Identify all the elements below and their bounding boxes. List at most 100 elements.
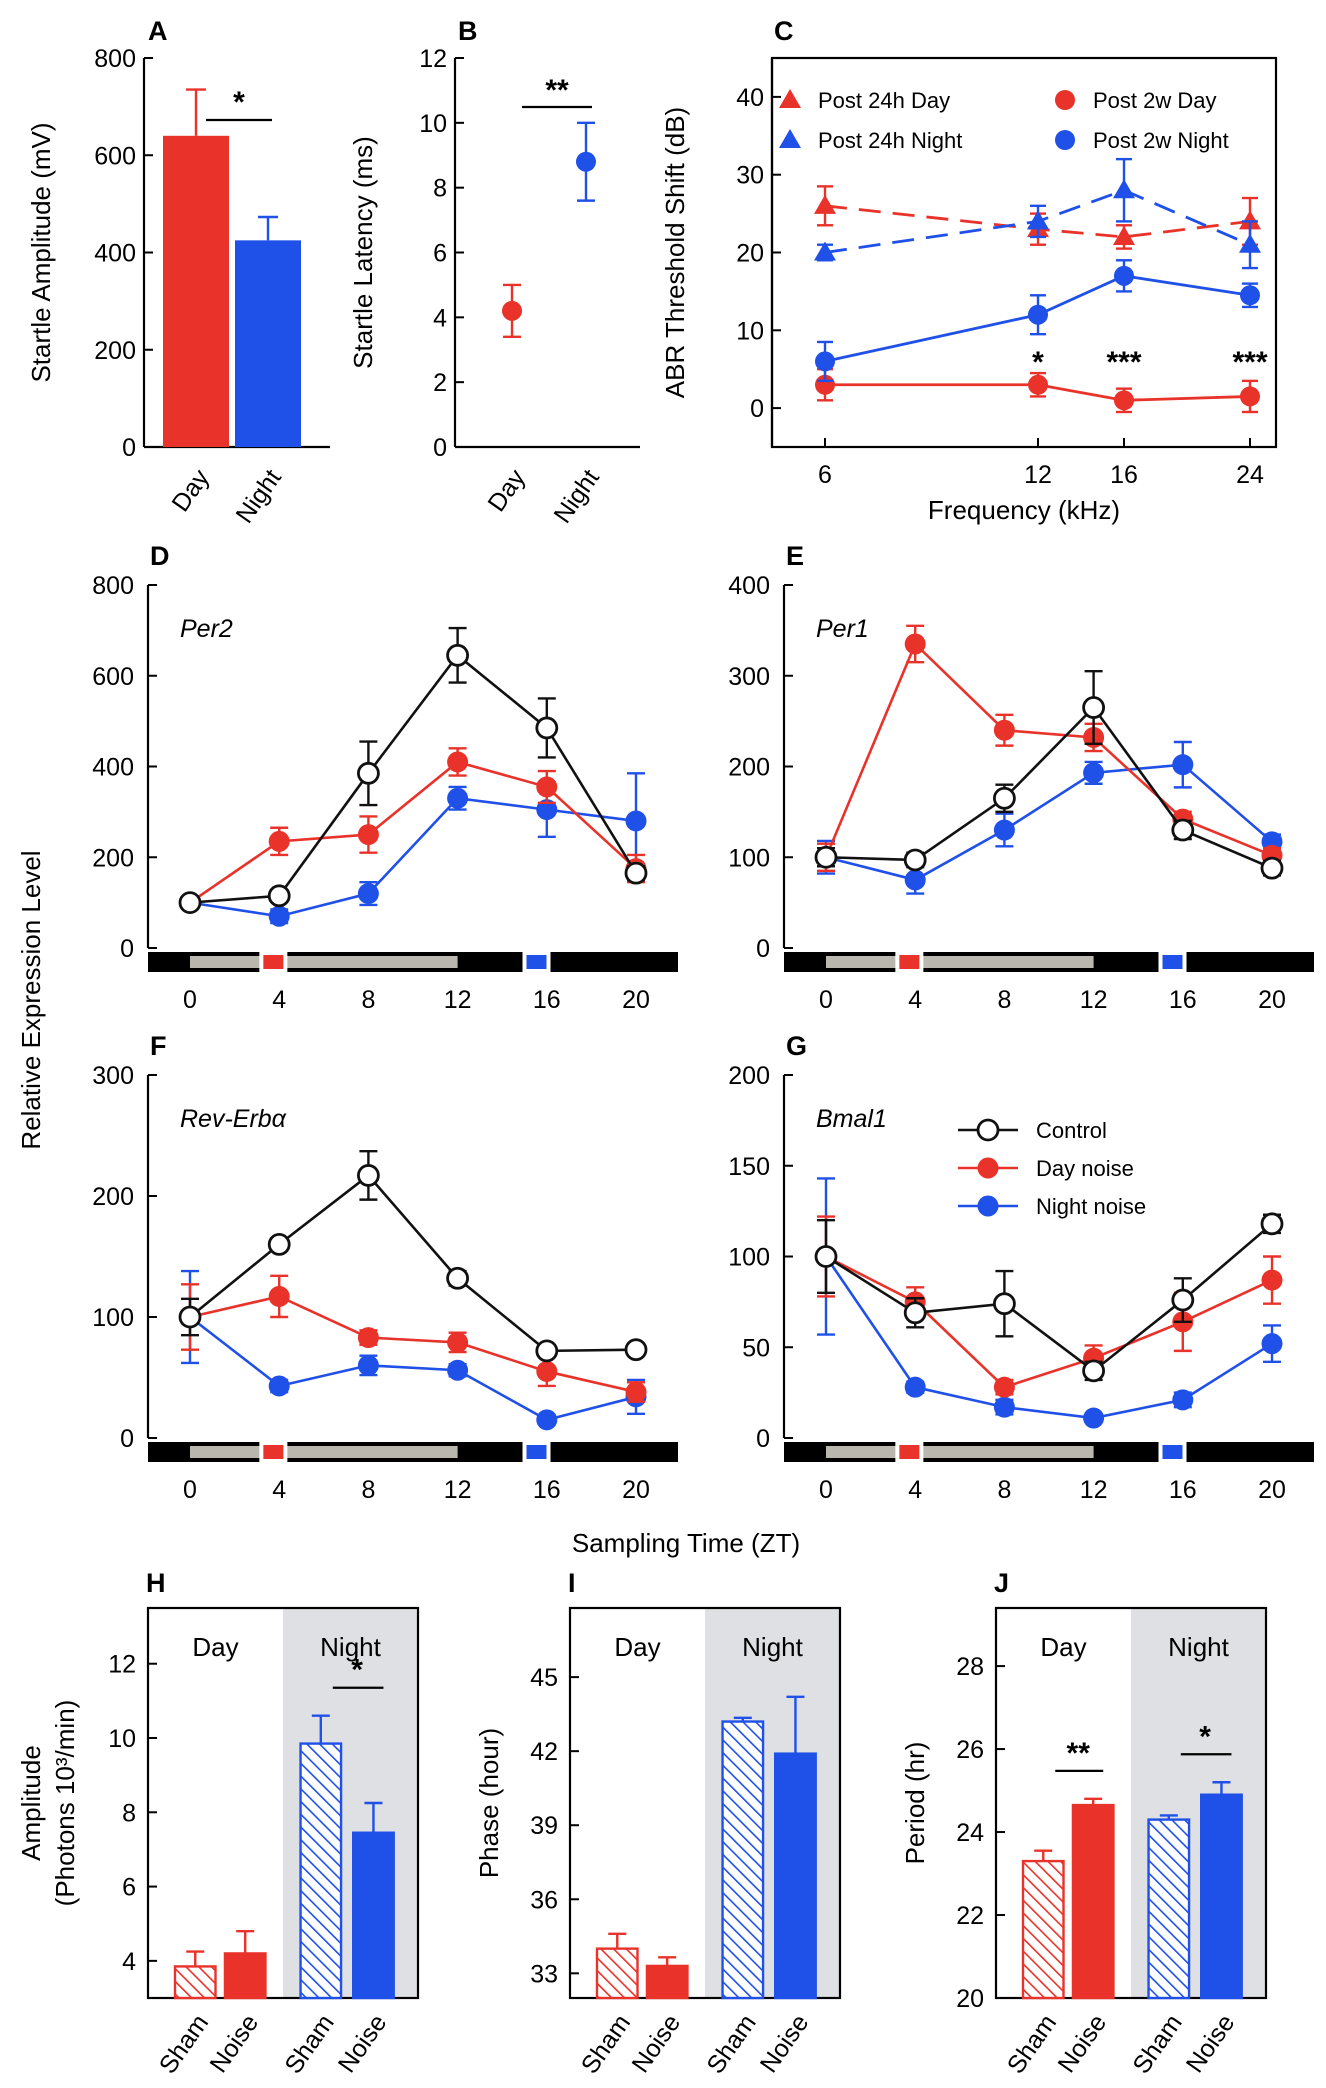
y-tick-label: 39 [530,1812,558,1840]
x-tick-label: 12 [1080,1476,1108,1504]
x-tick-label: Sham [1127,2009,1187,2079]
data-point [268,1285,290,1307]
y-tick-label: 400 [728,572,770,600]
day-noise-marker [263,955,284,969]
y-tick-label: 0 [122,434,136,462]
x-tick-label: 16 [533,986,561,1014]
series-day-noise [179,747,647,914]
data-point [357,1327,379,1349]
data-point [1082,696,1105,719]
bar-day-sham [595,1947,639,2000]
y-tick-label: 26 [956,1736,984,1764]
y-tick-label: 0 [120,1425,134,1453]
bar-night-noise [1199,1793,1243,2000]
significance-mark: * [233,86,245,119]
data-point [1083,1407,1105,1429]
x-axis-title: Frequency (kHz) [928,495,1120,525]
y-tick-label: 100 [728,1244,770,1272]
data-point [903,848,927,872]
data-point [1114,390,1134,411]
x-tick-label: Noise [627,2009,687,2077]
night-noise-marker [526,955,547,969]
y-axis-title: ABR Threshold Shift (dB) [660,107,690,398]
x-tick-label: Day [166,464,215,517]
bar-day [163,135,229,448]
data-point [1113,225,1135,245]
x-tick-label: Sham [154,2009,214,2079]
data-point [1240,386,1260,407]
data-point [993,786,1016,810]
series-line [825,1222,1273,1373]
x-tick-label: 8 [361,986,375,1014]
y-tick-label: 0 [750,395,764,423]
legend-label: Post 24h Night [818,128,962,153]
y-tick-label: 100 [92,1304,134,1332]
data-point [903,1301,927,1325]
day-noise-marker [899,955,920,969]
panel-letter-e: E [786,541,804,571]
panel-f: F 0 100 200 300 0 4 8 12 16 20 Rev-Erbα [92,1031,678,1504]
y-tick-label: 0 [433,434,447,462]
legend-label: Post 24h Day [818,88,950,113]
series-line [824,1255,1273,1420]
legend-marker [977,1157,999,1179]
data-point [536,776,558,798]
data-point [178,891,202,915]
data-point [267,884,291,908]
data-point [268,830,290,852]
series-line [189,796,637,918]
x-tick-label: Night [548,464,604,528]
data-point [814,241,836,261]
x-tick-label: Noise [1181,2009,1241,2077]
data-point [535,1339,559,1363]
x-tick-label: 12 [1080,986,1108,1014]
group-label-night: Night [1168,1632,1229,1662]
data-point [446,643,470,667]
legend-label: Day noise [1036,1156,1134,1181]
data-point [267,1233,291,1256]
data-point [1027,210,1049,230]
y-tick-label: 100 [728,844,770,872]
data-point [1260,856,1284,880]
data-point [624,1338,648,1362]
bar-night-sham [721,1720,765,2000]
panel-letter-d: D [150,541,170,571]
data-point [814,194,836,214]
group-label-night: Night [742,1632,803,1662]
x-tick-label: 4 [908,1476,922,1504]
data-point [625,1381,647,1403]
series-post-2w-day [815,368,1260,414]
light-period-bar [190,1446,458,1458]
bar-day-sham [173,1965,217,2000]
series-night-noise [815,1177,1283,1429]
data-point [1240,285,1260,306]
panel-letter-c: C [774,16,794,46]
group-label-day: Day [614,1632,660,1662]
data-point [624,861,648,885]
data-point [1113,179,1135,199]
data-point [1261,1333,1283,1355]
y-tick-label: 400 [94,240,136,268]
data-point [536,1360,558,1382]
series-line [189,1173,637,1353]
bar-night-noise [774,1752,817,2000]
significance-mark: * [1199,1720,1211,1753]
y-axis-title: Amplitude [16,1745,46,1861]
y-tick-label: 2 [433,369,447,397]
panel-g: G 0 50 100 150 200 0 4 8 12 16 20 Bmal1 Control Day no… [728,1031,1314,1504]
group-label-day: Day [192,1632,238,1662]
significance-mark: ** [1067,1737,1091,1770]
group-label-day: Day [1040,1632,1086,1662]
x-tick-label: 20 [1258,986,1286,1014]
night-noise-marker [1162,955,1183,969]
gene-label: Per1 [816,615,869,643]
data-point [356,761,380,785]
x-axis-title-shared: Sampling Time (ZT) [572,1528,800,1558]
plot-frame [994,1606,1268,2000]
data-point [1172,1389,1194,1411]
x-tick-label: Noise [1053,2009,1113,2077]
y-tick-label: 200 [728,754,770,782]
panel-letter-f: F [150,1031,167,1061]
gene-label: Rev-Erbα [180,1105,287,1133]
data-point [357,883,379,905]
